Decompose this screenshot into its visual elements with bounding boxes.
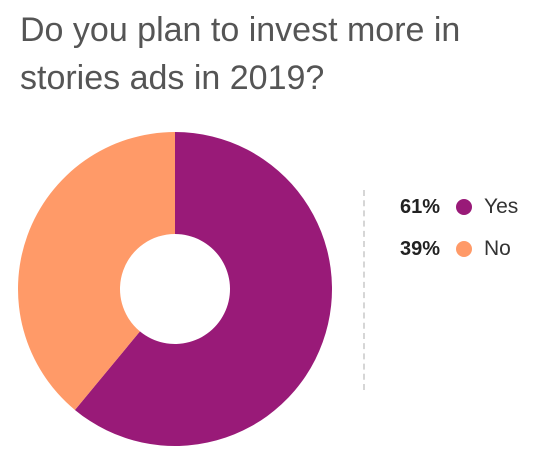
- legend-value-yes: 61%: [399, 195, 440, 218]
- legend-item-yes: 61% Yes: [380, 186, 550, 228]
- legend-swatch-yes: [456, 199, 472, 215]
- slice-yes: [74, 132, 333, 447]
- slice-no: [18, 132, 175, 410]
- legend: 61% Yes 39% No: [380, 186, 550, 270]
- chart-title: Do you plan to invest more in stories ad…: [20, 11, 461, 97]
- legend-label-no: No: [484, 237, 511, 260]
- legend-item-no: 39% No: [380, 228, 550, 270]
- legend-swatch-no: [456, 241, 472, 257]
- legend-value-no: 39%: [399, 237, 440, 260]
- legend-divider: [363, 190, 365, 390]
- legend-label-yes: Yes: [484, 195, 519, 218]
